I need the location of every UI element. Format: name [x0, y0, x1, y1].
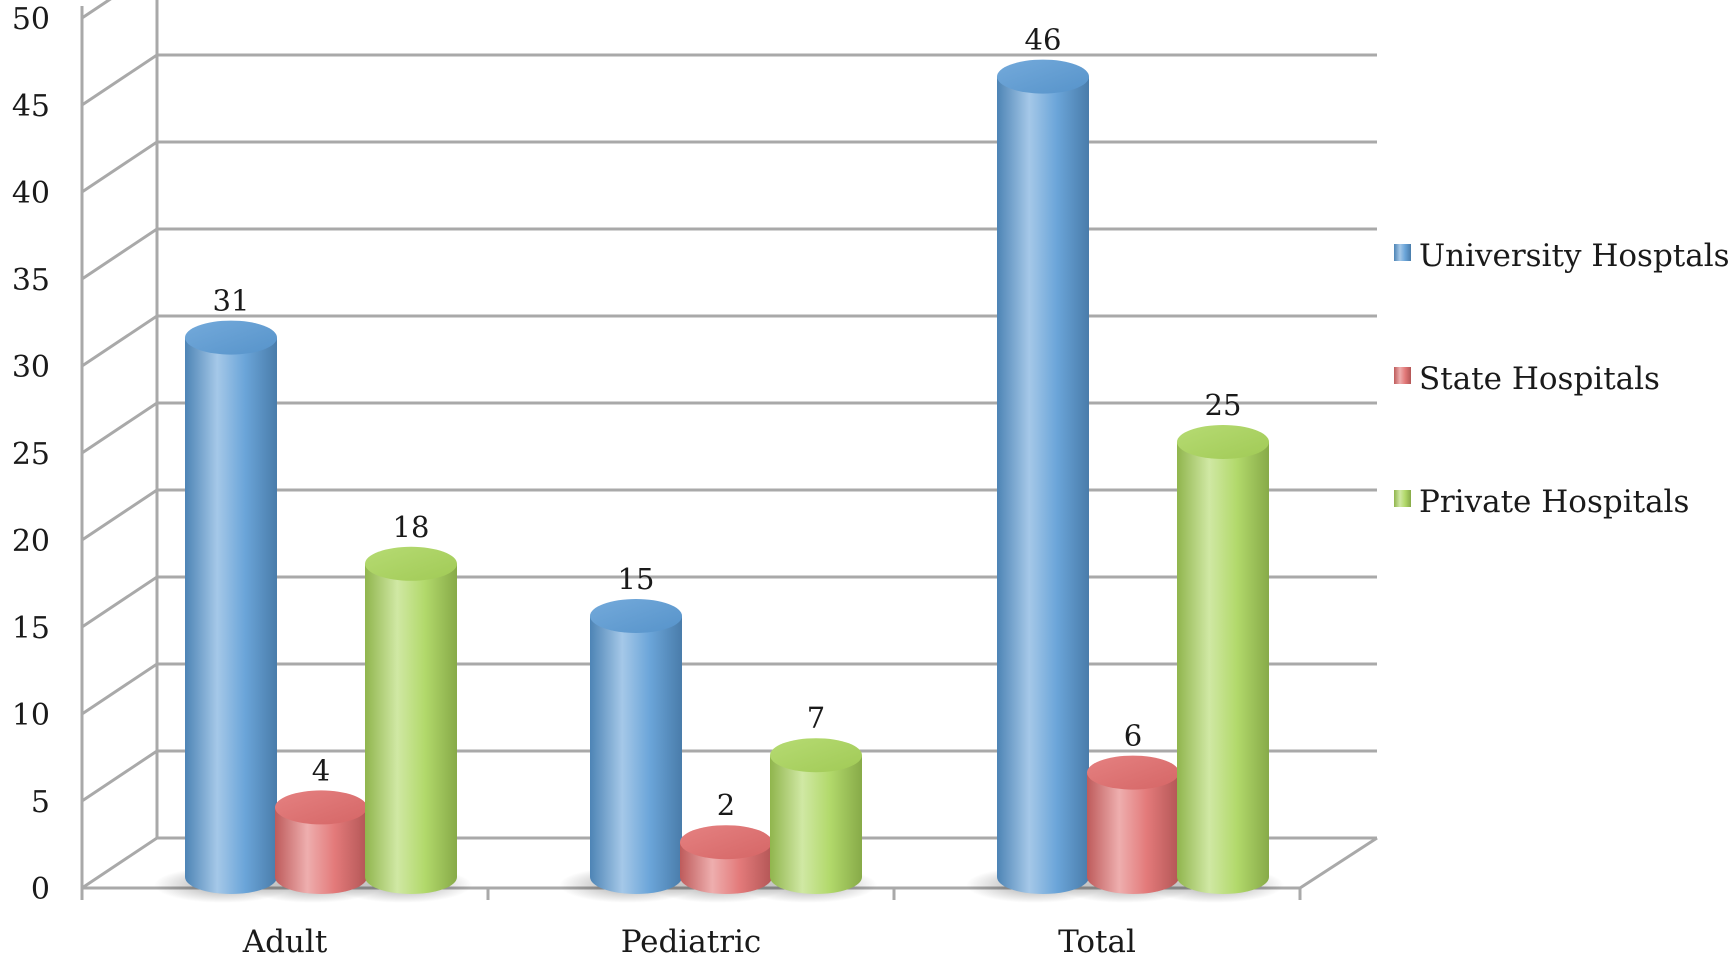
y-tick-label: 25 [12, 437, 50, 472]
bar-top [770, 738, 862, 773]
data-label: 31 [213, 284, 250, 318]
y-tick-label: 20 [12, 524, 50, 559]
legend-item: Private Hospitals [1394, 484, 1689, 520]
legend-label: University Hosptals [1419, 238, 1729, 274]
y-tick-label: 40 [12, 176, 50, 211]
y-tick-label: 35 [12, 263, 50, 298]
bar-body [365, 563, 457, 894]
bar [1177, 425, 1269, 894]
gridline [81, 488, 1377, 542]
floor-right-edge [1299, 836, 1378, 890]
y-tick-label: 10 [12, 698, 50, 733]
bar-top [1177, 425, 1269, 459]
x-category-label: Total [1058, 924, 1136, 957]
y-tick-label: 30 [12, 350, 50, 385]
legend-swatch [1394, 490, 1411, 507]
bar-top [185, 320, 277, 355]
y-tick-label: 45 [12, 89, 50, 124]
x-category-label: Pediatric [621, 924, 762, 957]
bar [997, 59, 1089, 895]
bar-body [1177, 442, 1269, 894]
gridline [81, 662, 1377, 716]
y-tick-label: 15 [12, 611, 50, 646]
data-labels: 31 4 18 15 2 7 46 6 25 [213, 23, 1242, 823]
data-label: 6 [1124, 719, 1142, 753]
bar [185, 320, 277, 895]
gridlines [81, 0, 1377, 890]
gridline [81, 401, 1377, 455]
x-category-label: Adult [242, 924, 328, 957]
legend-swatch [1394, 244, 1411, 261]
bar-body [770, 755, 862, 894]
legend: University Hosptals State Hospitals Privat… [1394, 238, 1729, 520]
bar-body [185, 337, 277, 895]
bar [275, 790, 367, 894]
data-label: 2 [717, 788, 735, 822]
legend-label: State Hospitals [1419, 361, 1660, 397]
bar-top [680, 825, 772, 860]
bar-top [997, 59, 1089, 94]
data-label: 7 [807, 701, 825, 735]
data-label: 25 [1205, 388, 1242, 422]
legend-label: Private Hospitals [1419, 484, 1689, 520]
bar-body [275, 807, 367, 894]
category-labels: Adult Pediatric Total [242, 924, 1136, 957]
data-label: 4 [312, 753, 330, 787]
legend-item: State Hospitals [1394, 361, 1660, 397]
data-label: 18 [393, 510, 430, 544]
gridline [81, 0, 112, 20]
bar [770, 738, 862, 894]
gridline [81, 140, 1377, 194]
gridline [81, 749, 1377, 803]
gridline [81, 575, 1377, 629]
y-tick-label: 0 [31, 872, 50, 907]
data-label: 15 [618, 562, 655, 596]
bar-body [590, 616, 682, 894]
gridline [81, 227, 1377, 281]
y-tick-label: 50 [12, 2, 50, 37]
y-axis-ticks: 0 5 10 15 20 25 30 35 40 45 50 [12, 2, 50, 907]
data-label: 46 [1025, 23, 1062, 57]
bar-top [365, 546, 457, 581]
bar-top [590, 599, 682, 633]
bar-top [1087, 755, 1179, 790]
y-tick-label: 5 [31, 785, 50, 820]
bars [185, 59, 1269, 895]
legend-item: University Hosptals [1394, 238, 1729, 274]
legend-swatch [1394, 367, 1411, 384]
bar [680, 825, 772, 894]
gridline [81, 53, 1377, 107]
bar-top [275, 790, 367, 825]
bar [1087, 755, 1179, 894]
bar [590, 599, 682, 894]
bar [365, 546, 457, 894]
bar-body [1087, 772, 1179, 894]
bar-body [997, 76, 1089, 895]
gridline [81, 314, 1377, 368]
